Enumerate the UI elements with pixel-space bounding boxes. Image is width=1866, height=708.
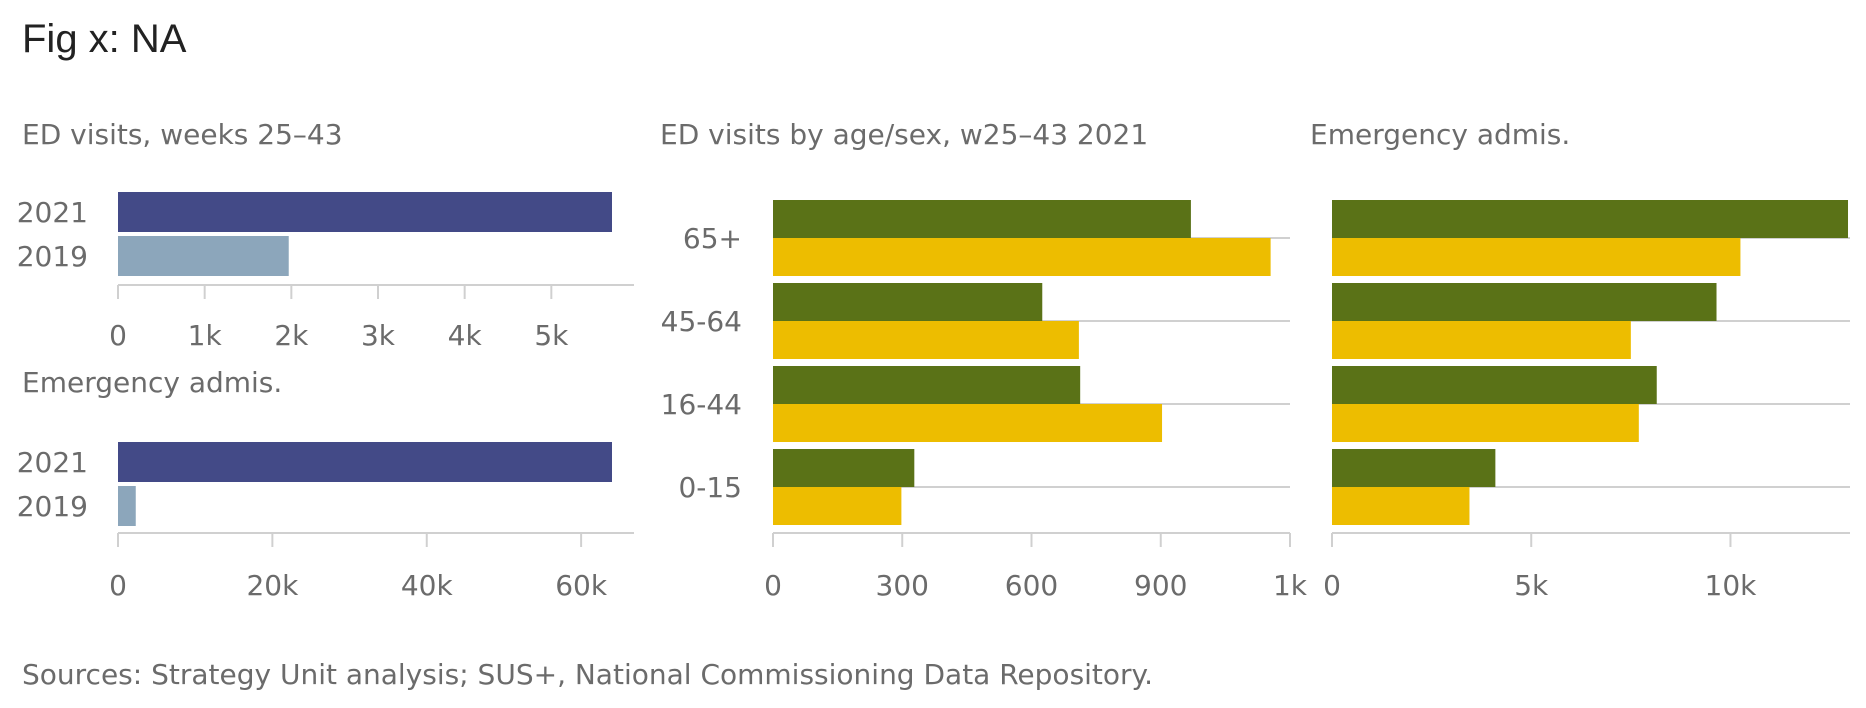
x-tick-label: 0	[109, 569, 127, 602]
x-tick-label: 2k	[274, 319, 309, 352]
x-tick-label: 20k	[246, 569, 299, 602]
x-tick-label: 0	[109, 319, 127, 352]
x-tick-label: 600	[1005, 569, 1058, 602]
bar-0-15-series-2	[1332, 487, 1470, 525]
category-label: 45-64	[661, 305, 742, 338]
bar-65+-series-2	[1332, 238, 1741, 276]
x-tick-label: 4k	[448, 319, 483, 352]
bar-45-64-series-2	[773, 321, 1079, 359]
x-tick-label: 5k	[534, 319, 569, 352]
bar-16-44-series-1	[1332, 366, 1657, 404]
category-label: 2019	[17, 490, 88, 523]
bar-65+-series-1	[1332, 200, 1849, 238]
category-label: 0-15	[678, 471, 742, 504]
x-tick-label: 10k	[1705, 569, 1758, 602]
bar-0-15-series-2	[773, 487, 902, 525]
bar-2019	[118, 486, 136, 526]
figure-title: Fig x: NA	[22, 17, 187, 61]
panel-title: Emergency admis.	[22, 366, 282, 399]
bar-45-64-series-1	[773, 283, 1043, 321]
category-label: 2021	[17, 196, 88, 229]
panel-title: ED visits, weeks 25–43	[22, 118, 343, 151]
x-tick-label: 900	[1134, 569, 1187, 602]
bar-0-15-series-1	[1332, 449, 1496, 487]
bar-16-44-series-2	[1332, 404, 1639, 442]
category-label: 2019	[17, 240, 88, 273]
x-tick-label: 60k	[555, 569, 608, 602]
x-tick-label: 0	[1323, 569, 1341, 602]
category-label: 16-44	[661, 388, 742, 421]
bar-0-15-series-1	[773, 449, 915, 487]
panel-title: Emergency admis.	[1310, 118, 1570, 151]
panel-emergency-admissions-by-year: Emergency admis. 2021 2019 0 20k 40k 60k	[17, 366, 634, 602]
bar-2021	[118, 442, 612, 482]
bar-65+-series-2	[773, 238, 1271, 276]
x-tick-label: 1k	[188, 319, 223, 352]
panel-emergency-admissions-by-age-sex: Emergency admis. 0 5k 10k	[1310, 118, 1850, 602]
bar-16-44-series-1	[773, 366, 1081, 404]
panel-ed-visits-by-age-sex: ED visits by age/sex, w25–43 2021 65+ 45-…	[660, 118, 1308, 602]
x-tick-label: 1k	[1273, 569, 1308, 602]
bar-2021	[118, 192, 612, 232]
x-tick-label: 0	[764, 569, 782, 602]
x-tick-label: 40k	[401, 569, 454, 602]
bar-2019	[118, 236, 289, 276]
bar-45-64-series-2	[1332, 321, 1631, 359]
source-note: Sources: Strategy Unit analysis; SUS+, N…	[22, 658, 1153, 691]
x-tick-label: 3k	[361, 319, 396, 352]
x-tick-label: 300	[876, 569, 929, 602]
panel-ed-visits-by-year: ED visits, weeks 25–43 2021 2019 0 1k 2k 3k 4k…	[17, 118, 634, 352]
bar-16-44-series-2	[773, 404, 1163, 442]
x-tick-label: 5k	[1514, 569, 1549, 602]
bar-65+-series-1	[773, 200, 1191, 238]
bar-45-64-series-1	[1332, 283, 1717, 321]
category-label: 65+	[683, 222, 742, 255]
panel-title: ED visits by age/sex, w25–43 2021	[660, 118, 1148, 151]
category-label: 2021	[17, 446, 88, 479]
